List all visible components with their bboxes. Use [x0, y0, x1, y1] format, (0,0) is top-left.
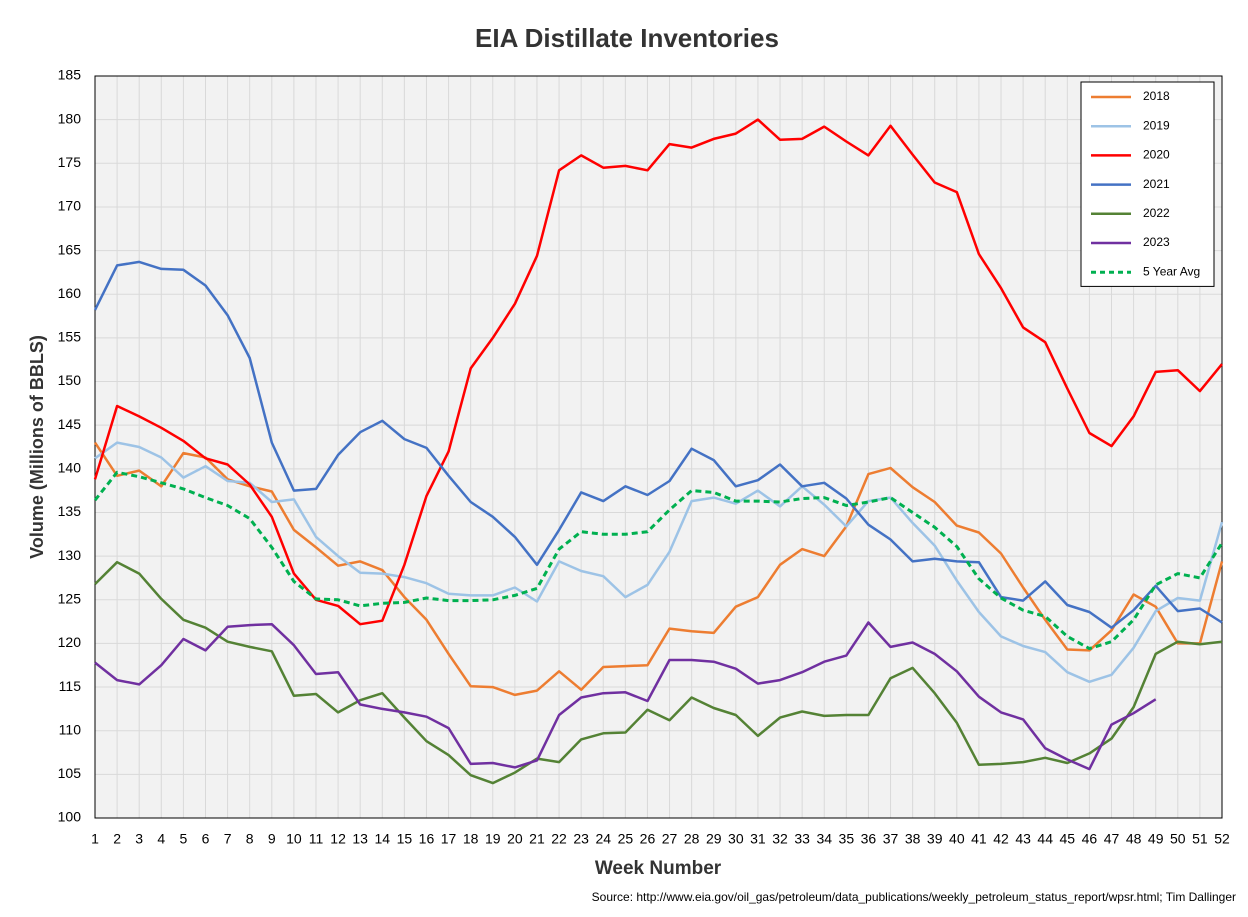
x-tick-label: 48 — [1126, 831, 1142, 847]
y-tick-label: 130 — [58, 547, 82, 563]
x-tick-label: 15 — [397, 831, 413, 847]
y-tick-label: 160 — [58, 285, 82, 301]
y-tick-label: 115 — [59, 678, 82, 694]
legend-label: 2023 — [1143, 235, 1170, 249]
x-tick-label: 13 — [352, 831, 368, 847]
x-tick-label: 26 — [640, 831, 656, 847]
y-tick-label: 105 — [58, 765, 82, 781]
x-tick-label: 11 — [309, 831, 324, 847]
y-tick-label: 110 — [59, 721, 82, 737]
x-tick-label: 17 — [441, 831, 457, 847]
legend-label: 2020 — [1143, 148, 1170, 162]
source-note: Source: http://www.eia.gov/oil_gas/petro… — [592, 890, 1236, 904]
x-tick-label: 44 — [1037, 831, 1053, 847]
x-tick-label: 23 — [573, 831, 589, 847]
y-tick-label: 145 — [58, 416, 82, 432]
x-tick-label: 50 — [1170, 831, 1186, 847]
x-tick-label: 3 — [135, 831, 143, 847]
x-tick-label: 28 — [684, 831, 700, 847]
plot-frame — [94, 75, 1223, 819]
x-tick-label: 49 — [1148, 831, 1164, 847]
x-tick-label: 10 — [286, 831, 302, 847]
x-tick-label: 40 — [949, 831, 965, 847]
x-tick-label: 43 — [1015, 831, 1031, 847]
y-tick-label: 100 — [58, 809, 82, 825]
x-tick-label: 5 — [179, 831, 187, 847]
x-tick-label: 51 — [1192, 831, 1208, 847]
x-tick-label: 39 — [927, 831, 943, 847]
x-tick-label: 27 — [662, 831, 678, 847]
y-tick-label: 135 — [58, 503, 82, 519]
x-tick-label: 31 — [750, 831, 766, 847]
y-tick-label: 155 — [58, 329, 82, 345]
x-tick-label: 33 — [794, 831, 810, 847]
x-tick-label: 9 — [268, 831, 276, 847]
x-tick-label: 47 — [1104, 831, 1120, 847]
plot-area — [95, 76, 1222, 818]
legend-label: 2018 — [1143, 89, 1170, 103]
legend-label: 5 Year Avg — [1143, 264, 1200, 278]
x-tick-label: 30 — [728, 831, 744, 847]
x-tick-label: 37 — [883, 831, 899, 847]
x-tick-label: 20 — [507, 831, 523, 847]
x-tick-label: 1 — [91, 831, 99, 847]
x-tick-label: 32 — [772, 831, 788, 847]
series-line — [94, 621, 1157, 771]
x-tick-label: 45 — [1060, 831, 1076, 847]
x-tick-label: 14 — [374, 831, 390, 847]
x-tick-label: 24 — [595, 831, 611, 847]
y-tick-label: 120 — [58, 634, 82, 650]
x-tick-label: 22 — [551, 831, 567, 847]
series-line — [93, 260, 1223, 629]
x-axis-label: Week Number — [595, 858, 722, 879]
x-tick-label: 38 — [905, 831, 921, 847]
y-tick-label: 165 — [58, 241, 82, 257]
series-line — [93, 470, 1224, 651]
legend-label: 2022 — [1143, 206, 1170, 220]
series-line — [93, 118, 1223, 626]
x-tick-label: 34 — [816, 831, 832, 847]
y-tick-label: 180 — [58, 110, 82, 126]
x-tick-label: 41 — [971, 831, 987, 847]
x-tick-label: 4 — [157, 831, 165, 847]
x-tick-label: 42 — [993, 831, 1009, 847]
x-tick-label: 36 — [861, 831, 877, 847]
x-tick-label: 25 — [618, 831, 634, 847]
x-tick-label: 19 — [485, 831, 501, 847]
x-tick-label: 6 — [202, 831, 210, 847]
x-tick-label: 29 — [706, 831, 722, 847]
legend-label: 2021 — [1143, 177, 1170, 191]
y-tick-label: 125 — [58, 590, 82, 606]
x-tick-label: 12 — [330, 831, 346, 847]
x-tick-label: 52 — [1214, 831, 1230, 847]
x-tick-label: 21 — [529, 831, 545, 847]
y-tick-label: 185 — [58, 67, 82, 83]
x-tick-label: 16 — [419, 831, 435, 847]
y-tick-label: 150 — [58, 372, 82, 388]
x-tick-label: 46 — [1082, 831, 1098, 847]
chart-title: EIA Distillate Inventories — [475, 23, 779, 53]
y-tick-label: 170 — [58, 198, 82, 214]
x-tick-label: 35 — [839, 831, 855, 847]
legend-label: 2019 — [1143, 118, 1170, 132]
x-tick-label: 18 — [463, 831, 479, 847]
series-line — [94, 560, 1223, 785]
series-line — [94, 441, 1224, 684]
series-line — [93, 441, 1224, 697]
y-tick-label: 175 — [58, 154, 82, 170]
x-tick-label: 2 — [113, 831, 121, 847]
y-tick-label: 140 — [58, 460, 82, 476]
y-axis-label: Volume (Millions of BBLS) — [27, 335, 47, 559]
x-tick-label: 8 — [246, 831, 254, 847]
x-tick-label: 7 — [224, 831, 232, 847]
